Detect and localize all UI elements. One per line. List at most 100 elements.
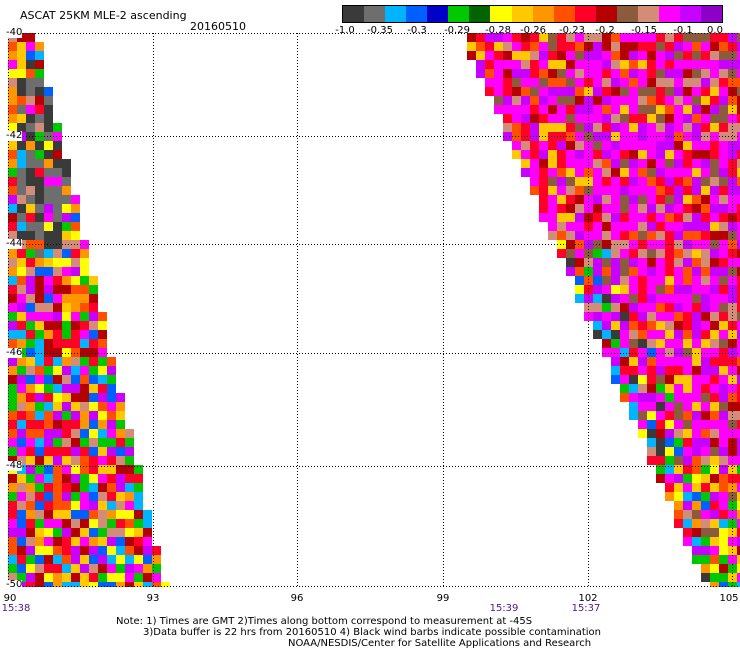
swath-cell xyxy=(35,87,44,96)
swath-cell xyxy=(701,141,710,150)
swath-cell xyxy=(53,384,62,393)
swath-cell xyxy=(53,249,62,258)
swath-cell xyxy=(692,150,701,159)
swath-cell xyxy=(17,411,26,420)
swath-cell xyxy=(728,402,737,411)
swath-cell xyxy=(539,150,548,159)
swath-cell xyxy=(62,429,71,438)
swath-cell xyxy=(8,456,17,465)
swath-cell xyxy=(719,285,728,294)
swath-cell xyxy=(719,429,728,438)
swath-cell xyxy=(737,411,740,420)
swath-cell xyxy=(8,573,17,582)
swath-cell xyxy=(89,438,98,447)
swath-cell xyxy=(44,141,53,150)
swath-cell xyxy=(701,78,710,87)
swath-cell xyxy=(647,177,656,186)
swath-cell xyxy=(611,267,620,276)
swath-cell xyxy=(62,366,71,375)
swath-cell xyxy=(737,501,740,510)
swath-cell xyxy=(89,492,98,501)
swath-cell xyxy=(701,285,710,294)
swath-cell xyxy=(62,357,71,366)
swath-cell xyxy=(629,276,638,285)
swath-cell xyxy=(719,186,728,195)
swath-cell xyxy=(89,276,98,285)
swath-cell xyxy=(602,348,611,357)
swath-cell xyxy=(35,150,44,159)
swath-cell xyxy=(125,483,134,492)
swath-cell xyxy=(98,447,107,456)
swath-cell xyxy=(692,492,701,501)
swath-cell xyxy=(629,42,638,51)
swath-cell xyxy=(728,231,737,240)
swath-cell xyxy=(503,105,512,114)
swath-cell xyxy=(71,240,80,249)
swath-cell xyxy=(620,393,629,402)
swath-cell xyxy=(35,294,44,303)
swath-cell xyxy=(530,69,539,78)
swath-cell xyxy=(719,141,728,150)
swath-cell xyxy=(89,501,98,510)
swath-cell xyxy=(656,204,665,213)
swath-cell xyxy=(737,51,740,60)
swath-cell xyxy=(620,267,629,276)
swath-cell xyxy=(584,132,593,141)
swath-cell xyxy=(737,564,740,573)
swath-cell xyxy=(8,231,17,240)
swath-cell xyxy=(692,159,701,168)
swath-cell xyxy=(584,42,593,51)
swath-cell xyxy=(602,294,611,303)
swath-cell xyxy=(692,87,701,96)
swath-cell xyxy=(17,537,26,546)
swath-cell xyxy=(512,60,521,69)
swath-cell xyxy=(26,231,35,240)
swath-cell xyxy=(80,510,89,519)
swath-cell xyxy=(116,519,125,528)
swath-cell xyxy=(557,132,566,141)
swath-cell xyxy=(620,375,629,384)
swath-cell xyxy=(710,564,719,573)
swath-cell xyxy=(719,510,728,519)
swath-cell xyxy=(35,303,44,312)
swath-cell xyxy=(584,258,593,267)
swath-cell xyxy=(674,510,683,519)
swath-cell xyxy=(476,33,485,42)
swath-cell xyxy=(44,258,53,267)
swath-cell xyxy=(719,168,728,177)
swath-cell xyxy=(26,204,35,213)
swath-cell xyxy=(647,222,656,231)
swath-cell xyxy=(44,186,53,195)
swath-cell xyxy=(728,429,737,438)
swath-cell xyxy=(116,501,125,510)
swath-cell xyxy=(701,519,710,528)
swath-cell xyxy=(611,240,620,249)
swath-cell xyxy=(53,204,62,213)
swath-cell xyxy=(8,420,17,429)
swath-cell xyxy=(575,285,584,294)
swath-cell xyxy=(53,150,62,159)
swath-cell xyxy=(674,411,683,420)
swath-cell xyxy=(710,231,719,240)
swath-cell xyxy=(674,501,683,510)
swath-cell xyxy=(701,195,710,204)
swath-cell xyxy=(53,456,62,465)
swath-cell xyxy=(575,69,584,78)
x-tick-label: 90 xyxy=(3,593,17,604)
swath-cell xyxy=(26,303,35,312)
swath-cell xyxy=(143,510,152,519)
swath-cell xyxy=(674,69,683,78)
swath-cell xyxy=(107,384,116,393)
swath-cell xyxy=(629,150,638,159)
swath-cell xyxy=(566,159,575,168)
swath-cell xyxy=(665,348,674,357)
swath-cell xyxy=(719,33,728,42)
swath-cell xyxy=(683,105,692,114)
swath-cell xyxy=(44,150,53,159)
swath-cell xyxy=(494,78,503,87)
swath-cell xyxy=(44,564,53,573)
swath-cell xyxy=(611,348,620,357)
swath-cell xyxy=(674,339,683,348)
swath-cell xyxy=(656,456,665,465)
swath-cell xyxy=(728,33,737,42)
